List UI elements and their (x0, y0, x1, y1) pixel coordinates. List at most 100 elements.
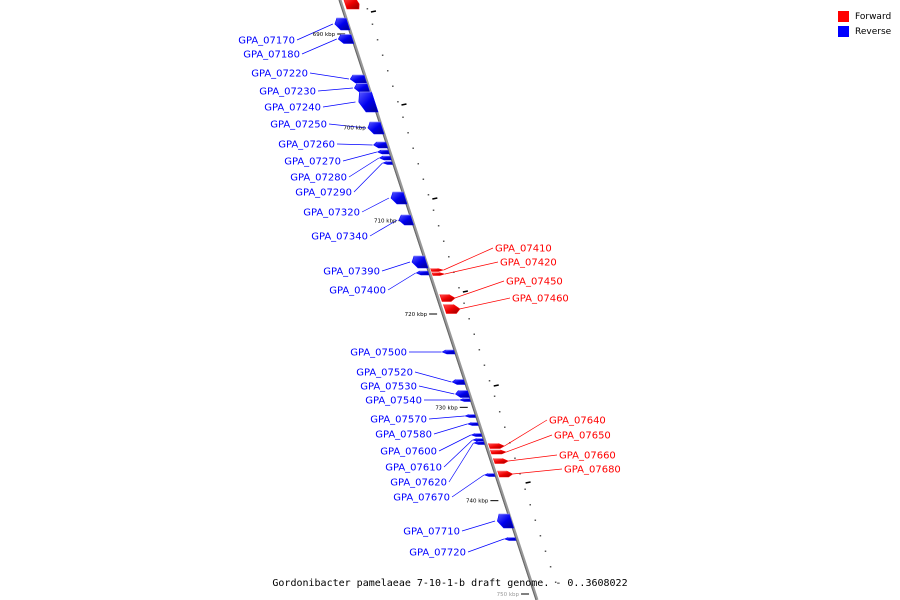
gene-glyph[interactable] (373, 141, 388, 149)
gene-label[interactable]: GPA_07170 (238, 36, 295, 47)
gene-GPA_07230[interactable] (353, 83, 371, 93)
gene-GPA_07280[interactable] (378, 155, 392, 161)
gene-GPA_07720[interactable] (503, 537, 517, 541)
gene-GPA_07680[interactable] (497, 470, 514, 478)
gene-GPA_07640[interactable] (488, 443, 505, 449)
gene-glyph[interactable] (470, 433, 483, 437)
gene-glyph[interactable] (430, 268, 445, 272)
gene-glyph[interactable] (415, 270, 430, 276)
gene-glyph[interactable] (483, 473, 496, 477)
gene-label[interactable]: GPA_07540 (365, 396, 422, 407)
gene-GPA_07180[interactable] (337, 34, 355, 44)
gene-label[interactable]: GPA_07420 (500, 258, 557, 269)
gene-GPA_07580[interactable] (466, 422, 479, 426)
gene-glyph[interactable] (439, 294, 456, 302)
gene-label[interactable]: GPA_07610 (385, 463, 442, 474)
gene-label[interactable]: GPA_07280 (290, 173, 347, 184)
gene-glyph[interactable] (382, 161, 393, 165)
gene-glyph[interactable] (492, 458, 509, 464)
gene-GPA_07650[interactable] (489, 449, 507, 455)
gene-GPA_07620[interactable] (473, 441, 485, 445)
gene-label[interactable]: GPA_07620 (390, 478, 447, 489)
gene-partial[interactable] (343, 0, 360, 10)
gene-glyph[interactable] (488, 443, 505, 449)
gene-glyph[interactable] (378, 155, 392, 161)
gene-label[interactable]: GPA_07390 (323, 267, 380, 278)
gene-label[interactable]: GPA_07580 (375, 430, 432, 441)
gene-GPA_07540[interactable] (458, 398, 471, 402)
guide-dot (534, 519, 537, 521)
gene-label[interactable]: GPA_07460 (512, 294, 569, 305)
gene-GPA_07340[interactable] (398, 214, 414, 226)
gene-label[interactable]: GPA_07340 (311, 232, 368, 243)
gene-glyph[interactable] (466, 422, 479, 426)
gene-GPA_07500[interactable] (441, 349, 456, 355)
gene-GPA_07610[interactable] (472, 438, 484, 442)
gene-label[interactable]: GPA_07400 (329, 286, 386, 297)
gene-GPA_07320[interactable] (390, 191, 408, 205)
gene-GPA_07270[interactable] (376, 149, 390, 155)
gene-glyph[interactable] (497, 470, 514, 478)
gene-glyph[interactable] (489, 449, 507, 455)
leader-line (504, 419, 548, 447)
gene-label[interactable]: GPA_07260 (278, 140, 335, 151)
gene-GPA_07410[interactable] (430, 268, 445, 272)
gene-label[interactable]: GPA_07570 (370, 415, 427, 426)
gene-GPA_07710[interactable] (497, 513, 515, 529)
gene-GPA_07260[interactable] (373, 141, 388, 149)
gene-glyph[interactable] (353, 83, 371, 93)
gene-GPA_07390[interactable] (411, 255, 429, 269)
gene-label[interactable]: GPA_07520 (356, 368, 413, 379)
gene-label[interactable]: GPA_07250 (270, 120, 327, 131)
gene-label[interactable]: GPA_07600 (380, 447, 437, 458)
gene-glyph[interactable] (472, 438, 484, 442)
gene-label[interactable]: GPA_07220 (251, 69, 308, 80)
gene-label[interactable]: GPA_07320 (303, 208, 360, 219)
gene-glyph[interactable] (337, 34, 355, 44)
gene-GPA_07520[interactable] (451, 379, 466, 385)
gene-label[interactable]: GPA_07680 (564, 465, 621, 476)
gene-glyph[interactable] (376, 149, 390, 155)
gene-label[interactable]: GPA_07710 (403, 527, 460, 538)
gene-GPA_07660[interactable] (492, 458, 509, 464)
gene-GPA_07220[interactable] (349, 74, 367, 84)
gene-glyph[interactable] (464, 414, 476, 418)
gene-label[interactable]: GPA_07500 (350, 348, 407, 359)
gene-label[interactable]: GPA_07270 (284, 157, 341, 168)
gene-GPA_07670[interactable] (483, 473, 496, 477)
gene-glyph[interactable] (497, 513, 515, 529)
gene-GPA_07400[interactable] (415, 270, 430, 276)
gene-GPA_07530[interactable] (455, 390, 471, 398)
gene-glyph[interactable] (431, 272, 446, 276)
gene-GPA_07250[interactable] (367, 121, 385, 135)
gene-GPA_07420[interactable] (431, 272, 446, 276)
gene-label[interactable]: GPA_07180 (243, 50, 300, 61)
gene-GPA_07600[interactable] (470, 433, 483, 437)
gene-glyph[interactable] (458, 398, 471, 402)
gene-GPA_07450[interactable] (439, 294, 456, 302)
gene-GPA_07570[interactable] (464, 414, 476, 418)
gene-GPA_07170[interactable] (334, 17, 351, 31)
gene-glyph[interactable] (441, 349, 456, 355)
gene-GPA_07290[interactable] (382, 161, 393, 165)
gene-glyph[interactable] (443, 304, 461, 314)
gene-label[interactable]: GPA_07650 (554, 431, 611, 442)
gene-label[interactable]: GPA_07530 (360, 382, 417, 393)
gene-label[interactable]: GPA_07720 (409, 548, 466, 559)
gene-glyph[interactable] (473, 441, 485, 445)
gene-label[interactable]: GPA_07660 (559, 451, 616, 462)
gene-label[interactable]: GPA_07240 (264, 103, 321, 114)
gene-GPA_07240[interactable] (358, 91, 379, 113)
gene-label[interactable]: GPA_07290 (295, 188, 352, 199)
gene-glyph[interactable] (451, 379, 466, 385)
gene-label[interactable]: GPA_07410 (495, 244, 552, 255)
gene-glyph[interactable] (503, 537, 517, 541)
gene-glyph[interactable] (349, 74, 367, 84)
gene-label[interactable]: GPA_07640 (549, 416, 606, 427)
gene-label[interactable]: GPA_07670 (393, 493, 450, 504)
gene-label[interactable]: GPA_07230 (259, 87, 316, 98)
gene-glyph[interactable] (455, 390, 471, 398)
gene-glyph[interactable] (358, 91, 379, 113)
gene-label[interactable]: GPA_07450 (506, 277, 563, 288)
gene-GPA_07460[interactable] (443, 304, 461, 314)
